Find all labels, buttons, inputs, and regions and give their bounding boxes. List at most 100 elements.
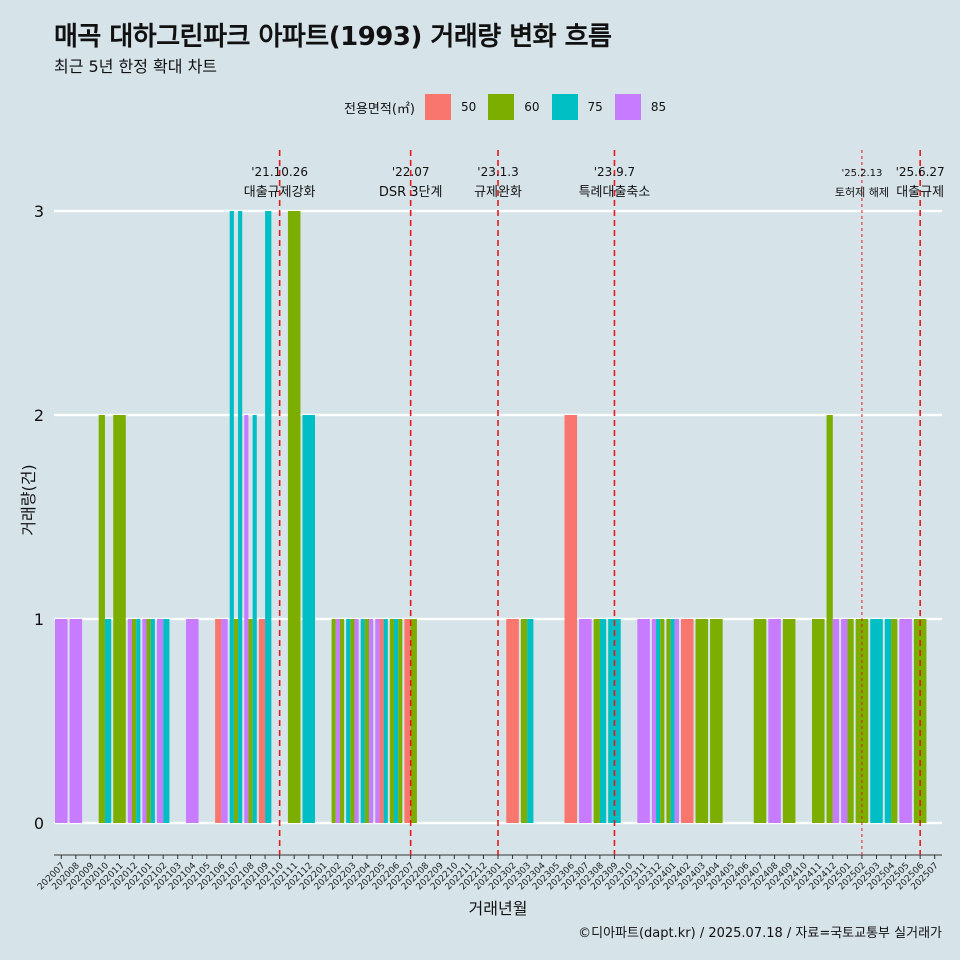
- bar-202012-75: [136, 619, 141, 823]
- bar-202101-85: [142, 619, 147, 823]
- bar-202306-50: [564, 415, 578, 823]
- y-axis-title: 거래량(건): [19, 464, 38, 535]
- bar-202309-75: [608, 619, 615, 823]
- bar-202408-85: [768, 619, 781, 823]
- legend-title: 전용면적(㎡): [344, 101, 415, 117]
- bar-202108-75: [252, 415, 257, 823]
- bar-202412-85: [832, 619, 840, 823]
- source-caption: ©디아파트(dapt.kr) / 2025.07.18 / 자료=국토교통부 실…: [578, 926, 942, 941]
- legend-item-50: 50: [424, 94, 477, 120]
- bar-202101-75: [150, 619, 155, 823]
- bar-202402-50: [680, 619, 694, 823]
- bar-202011-60: [113, 415, 120, 823]
- legend-swatch-60: [488, 94, 515, 120]
- bar-202205-85: [375, 619, 380, 823]
- bar-202312-85: [651, 619, 657, 823]
- event-label-202207: DSR 3단계: [379, 185, 443, 200]
- event-label-202309: 특례대출축소: [579, 185, 651, 200]
- event-date-202301: '23.1.3: [477, 165, 518, 179]
- event-date-202110: '21.10.26: [251, 165, 308, 179]
- bar-202312-75: [656, 619, 661, 823]
- bar-202008-85: [69, 619, 83, 823]
- bar-202205-75: [383, 619, 388, 823]
- bar-202112-75: [302, 415, 316, 823]
- bar-202309-75: [614, 619, 621, 823]
- bar-202107-60: [233, 619, 239, 823]
- bar-202206-60: [398, 619, 403, 823]
- event-label-202110: 대출규제강화: [244, 185, 316, 200]
- y-tick-label: 0: [34, 814, 44, 833]
- legend-item-60: 60: [488, 94, 540, 120]
- bar-202202-85: [335, 619, 340, 823]
- bar-202010-60: [98, 415, 105, 823]
- event-label-202506: 대출규제: [896, 185, 944, 200]
- bar-202504-75: [884, 619, 892, 823]
- bar-202007-85: [55, 619, 68, 823]
- bar-202106-85: [221, 619, 228, 823]
- event-date-202309: '23.9.7: [594, 165, 635, 179]
- bar-202401-75: [670, 619, 675, 823]
- bar-202407-60: [753, 619, 767, 823]
- bar-202204-60: [364, 619, 370, 823]
- bar-202302-50: [512, 619, 519, 823]
- bar-202307-85: [579, 619, 592, 823]
- bar-202206-60: [389, 619, 395, 823]
- bar-202012-60: [131, 619, 137, 823]
- bar-202308-75: [599, 619, 607, 823]
- bar-202202-60: [339, 619, 345, 823]
- event-date-202506: '25.6.27: [896, 165, 945, 179]
- bar-202011-60: [119, 415, 126, 823]
- legend: 전용면적(㎡) 50 60 75 85: [344, 93, 678, 121]
- bar-202203-75: [346, 619, 351, 823]
- bar-202102-85: [156, 619, 164, 823]
- bar-202203-85: [354, 619, 359, 823]
- bar-202311-85: [637, 619, 650, 823]
- bar-202312-60: [660, 619, 665, 823]
- bar-202303-75: [527, 619, 534, 823]
- bar-202206-75: [394, 619, 399, 823]
- bar-202409-60: [782, 619, 796, 823]
- bar-202108-85: [244, 415, 249, 823]
- bar-202411-60: [811, 619, 825, 823]
- legend-swatch-50: [424, 94, 451, 120]
- legend-swatch-75: [551, 94, 578, 120]
- bar-202501-85: [841, 619, 848, 823]
- bar-202104-85: [186, 619, 199, 823]
- bar-202308-60: [593, 619, 600, 823]
- bar-202204-85: [369, 619, 374, 823]
- event-label-202502: 토허제 해제: [835, 185, 889, 199]
- bar-202403-60: [695, 619, 709, 823]
- legend-label-50: 50: [460, 100, 477, 114]
- x-axis-title: 거래년월: [469, 899, 528, 918]
- event-date-202502: '25.2.13: [841, 168, 882, 179]
- bar-202106-50: [215, 619, 222, 823]
- bar-202303-60: [520, 619, 528, 823]
- legend-label-75: 75: [587, 100, 603, 114]
- legend-label-85: 85: [650, 100, 667, 114]
- bar-202504-60: [891, 619, 898, 823]
- bar-202203-60: [350, 619, 355, 823]
- bar-202207-60: [410, 619, 417, 823]
- y-tick-label: 2: [34, 406, 44, 425]
- bar-202503-75: [870, 619, 883, 823]
- event-label-202301: 규제완화: [474, 185, 522, 200]
- event-date-202207: '22.07: [392, 165, 430, 179]
- bar-202202-60: [331, 619, 336, 823]
- bar-202505-85: [899, 619, 912, 823]
- bar-202302-50: [506, 619, 513, 823]
- legend-swatch-85: [614, 94, 641, 120]
- chart-title: 매곡 대하그린파크 아파트(1993) 거래량 변화 흐름: [54, 22, 612, 52]
- bar-202207-50: [404, 619, 411, 823]
- chart-subtitle: 최근 5년 한정 확대 차트: [54, 57, 218, 76]
- bar-202404-60: [710, 619, 723, 823]
- bar-202401-85: [674, 619, 679, 823]
- bar-202111-60: [287, 211, 301, 823]
- bar-202012-85: [127, 619, 132, 823]
- bar-202412-60: [826, 415, 833, 823]
- bar-202109-50: [258, 619, 266, 823]
- y-tick-label: 3: [34, 202, 44, 221]
- legend-item-85: 85: [614, 94, 667, 120]
- bar-202204-75: [360, 619, 365, 823]
- bar-202107-75: [238, 211, 243, 823]
- bar-202109-75: [265, 211, 272, 823]
